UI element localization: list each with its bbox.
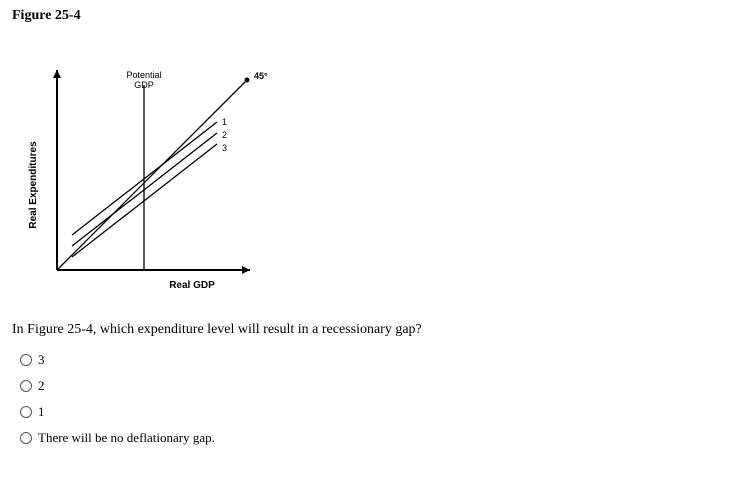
option-label: 1 <box>38 404 45 420</box>
figure-chart: 45° PotentialGDP 1 2 3 Real GDP Real Expenditu… <box>22 30 302 310</box>
option-label: 3 <box>38 352 45 368</box>
option-label: 2 <box>38 378 45 394</box>
radio-icon <box>20 354 32 366</box>
svg-text:Real Expenditures: Real Expenditures <box>28 141 39 229</box>
svg-text:2: 2 <box>222 130 227 140</box>
option-row[interactable]: 3 <box>20 352 729 368</box>
svg-text:GDP: GDP <box>134 80 154 90</box>
options-group: 3 2 1 There will be no deflationary gap. <box>20 352 729 446</box>
svg-text:Potential: Potential <box>126 70 161 80</box>
svg-text:1: 1 <box>222 117 227 127</box>
svg-text:3: 3 <box>222 143 227 153</box>
svg-text:45°: 45° <box>254 71 268 81</box>
figure-title: Figure 25-4 <box>12 8 729 24</box>
option-label: There will be no deflationary gap. <box>38 430 215 446</box>
chart-svg: 45° PotentialGDP 1 2 3 Real GDP Real Expenditu… <box>22 30 302 300</box>
radio-icon <box>20 380 32 392</box>
question-text: In Figure 25-4, which expenditure level … <box>12 322 729 338</box>
radio-icon <box>20 432 32 444</box>
option-row[interactable]: There will be no deflationary gap. <box>20 430 729 446</box>
radio-icon <box>20 406 32 418</box>
option-row[interactable]: 1 <box>20 404 729 420</box>
option-row[interactable]: 2 <box>20 378 729 394</box>
svg-text:Real GDP: Real GDP <box>169 280 215 291</box>
